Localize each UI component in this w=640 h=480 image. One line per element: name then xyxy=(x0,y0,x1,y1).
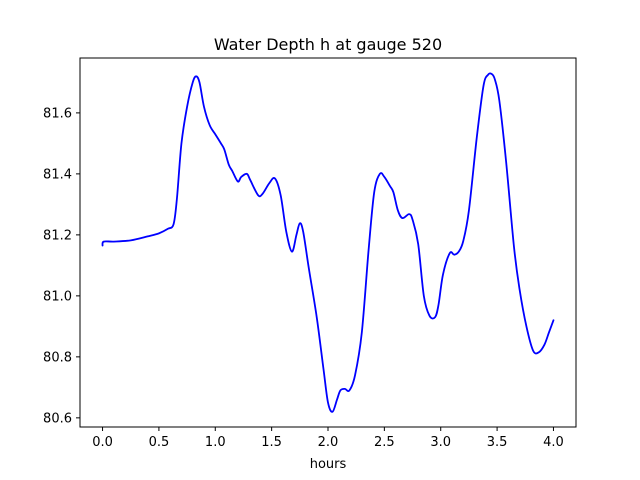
chart-title: Water Depth h at gauge 520 xyxy=(214,35,442,54)
x-tick-label: 3.0 xyxy=(430,435,451,450)
plot-area xyxy=(101,72,555,413)
y-tick-label: 80.8 xyxy=(43,350,72,365)
x-tick-label: 0.5 xyxy=(149,435,170,450)
series-line xyxy=(101,72,555,413)
y-tick-label: 81.2 xyxy=(43,228,72,243)
x-tick-label: 1.5 xyxy=(261,435,282,450)
x-tick-label: 2.0 xyxy=(318,435,339,450)
y-axis: 80.6 80.8 81.0 81.2 81.4 81.6 xyxy=(43,106,80,426)
y-tick-label: 81.4 xyxy=(43,167,72,182)
x-tick-label: 1.0 xyxy=(205,435,226,450)
x-axis: 0.0 0.5 1.0 1.5 2.0 2.5 3.0 3.5 4.0 xyxy=(92,427,564,450)
x-tick-label: 4.0 xyxy=(543,435,564,450)
y-tick-label: 81.0 xyxy=(43,289,72,304)
plot-frame xyxy=(79,57,577,428)
x-tick-label: 3.5 xyxy=(487,435,508,450)
y-tick-label: 80.6 xyxy=(43,411,72,426)
x-axis-label: hours xyxy=(310,457,347,472)
y-tick-label: 81.6 xyxy=(43,106,72,121)
x-tick-label: 0.0 xyxy=(92,435,113,450)
x-tick-label: 2.5 xyxy=(374,435,395,450)
